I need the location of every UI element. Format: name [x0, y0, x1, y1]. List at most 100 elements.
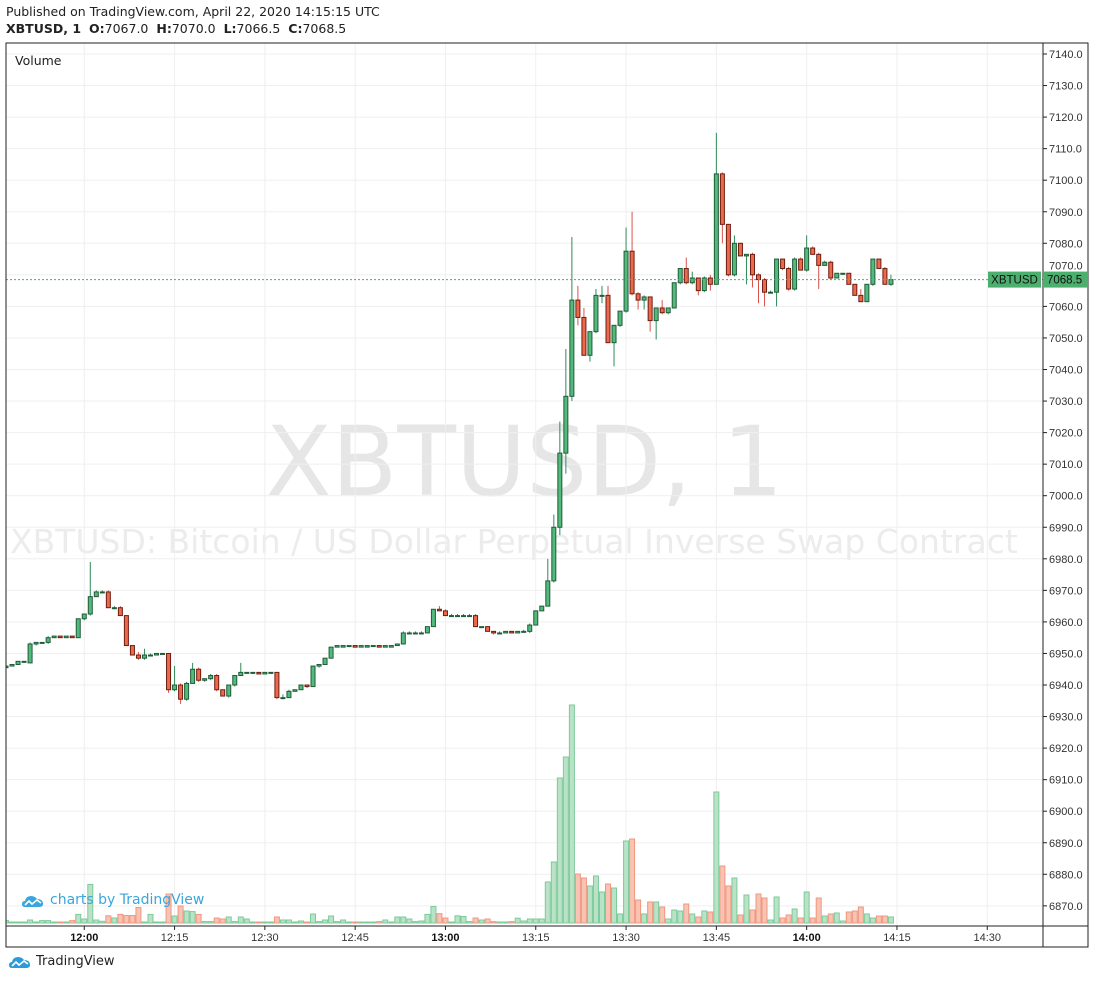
volume-bar: [195, 913, 202, 924]
candle-body: [786, 268, 792, 290]
candle-body: [689, 277, 695, 284]
time-tick-label: 14:00: [793, 932, 821, 944]
volume-bar: [304, 921, 310, 924]
price-tick-label: 6900.0: [1049, 806, 1083, 818]
volume-bar: [857, 906, 864, 924]
price-tick-label: 6980.0: [1049, 554, 1083, 566]
candle-body: [202, 678, 208, 681]
volume-bar: [472, 917, 479, 924]
volume-bar: [538, 918, 545, 924]
watermark-subtitle: XBTUSD: Bitcoin / US Dollar Perpetual In…: [10, 522, 1018, 561]
volume-bar: [779, 917, 786, 924]
volume-bar: [141, 921, 148, 924]
volume-bar: [713, 791, 720, 924]
volume-bar: [611, 887, 618, 924]
volume-bar: [731, 877, 738, 924]
candle-body: [467, 615, 473, 618]
time-tick-label: 13:45: [703, 932, 731, 944]
volume-bar: [63, 921, 70, 924]
candle-body: [81, 613, 87, 620]
candle-body: [731, 242, 737, 276]
volume-bar: [340, 919, 347, 924]
price-axis[interactable]: [1042, 42, 1089, 948]
candle-body: [882, 268, 888, 285]
candle-body: [635, 293, 641, 301]
candle-body: [479, 626, 485, 629]
volume-bar: [719, 865, 726, 924]
volume-bar: [183, 910, 190, 924]
candle-body: [575, 299, 581, 318]
volume-bar: [574, 873, 581, 924]
candle-body: [190, 668, 196, 684]
candle-body: [888, 279, 894, 285]
candle-body: [418, 632, 424, 635]
candle-body: [220, 689, 226, 697]
volume-bar: [653, 901, 660, 924]
candle-body: [701, 277, 707, 292]
volume-bar: [767, 919, 774, 924]
volume-bar: [111, 917, 118, 924]
price-tick-label: 7010.0: [1049, 459, 1083, 471]
volume-bar: [887, 916, 894, 924]
volume-bar: [460, 916, 467, 924]
volume-bar: [69, 920, 76, 924]
volume-bar: [490, 921, 497, 924]
volume-bar: [87, 883, 94, 924]
volume-bar: [207, 921, 214, 924]
price-tick-label: 7030.0: [1049, 396, 1083, 408]
volume-bar: [562, 756, 569, 924]
candle-body: [358, 645, 364, 648]
candle-body: [870, 258, 876, 285]
time-tick-label: 13:30: [612, 932, 640, 944]
volume-bar: [875, 915, 882, 924]
volume-bar: [21, 921, 28, 924]
volume-bar: [803, 891, 810, 924]
candle-body: [93, 591, 99, 598]
volume-bar: [285, 919, 292, 924]
candle-body: [545, 580, 551, 607]
volume-bar: [635, 899, 642, 924]
tradingview-cloud-icon: [22, 895, 43, 907]
candle-body: [756, 274, 761, 281]
charts-by-tradingview-link[interactable]: charts by TradingView: [22, 892, 204, 909]
volume-bar: [358, 921, 365, 924]
candle-body: [154, 652, 159, 656]
price-tick-label: 7080.0: [1049, 238, 1083, 250]
volume-bar: [526, 918, 533, 924]
candle-body: [400, 632, 406, 645]
price-tick-label: 7130.0: [1049, 81, 1083, 93]
volume-bar: [641, 913, 648, 924]
volume-bar: [568, 704, 575, 924]
candle-body: [683, 268, 689, 284]
volume-bar: [785, 914, 792, 924]
volume-bar: [821, 915, 828, 924]
tradingview-footer-logo[interactable]: TradingView: [8, 954, 115, 970]
candle-body: [75, 618, 81, 639]
volume-bar: [39, 920, 46, 924]
volume-bar: [761, 897, 768, 924]
candle-body: [147, 654, 153, 657]
price-tick-label: 7070.0: [1049, 261, 1083, 273]
candle-body: [160, 652, 166, 655]
candle-body: [268, 671, 274, 674]
candle-body: [304, 684, 310, 688]
price-tick-label: 6920.0: [1049, 743, 1083, 755]
candle-body: [141, 654, 147, 659]
candle-body: [834, 272, 840, 279]
candle-body: [178, 684, 184, 700]
volume-bar: [328, 915, 335, 924]
volume-bar: [6, 920, 9, 924]
volume-bar: [755, 893, 762, 924]
published-line: Published on TradingView.com, April 22, …: [6, 4, 380, 19]
candle-body: [569, 299, 575, 397]
volume-bar: [701, 910, 708, 924]
volume-bar: [436, 913, 443, 924]
candle-body: [780, 258, 786, 270]
volume-bar: [147, 913, 154, 924]
volume-bar: [737, 914, 744, 924]
time-axis-ticks: 12:00 12:15 12:30 12:45 13:00 13:15 13:30 13:45…: [70, 926, 1001, 944]
candle-body: [659, 307, 665, 314]
volume-bar: [249, 921, 256, 924]
price-tick-label: 7100.0: [1049, 175, 1083, 187]
